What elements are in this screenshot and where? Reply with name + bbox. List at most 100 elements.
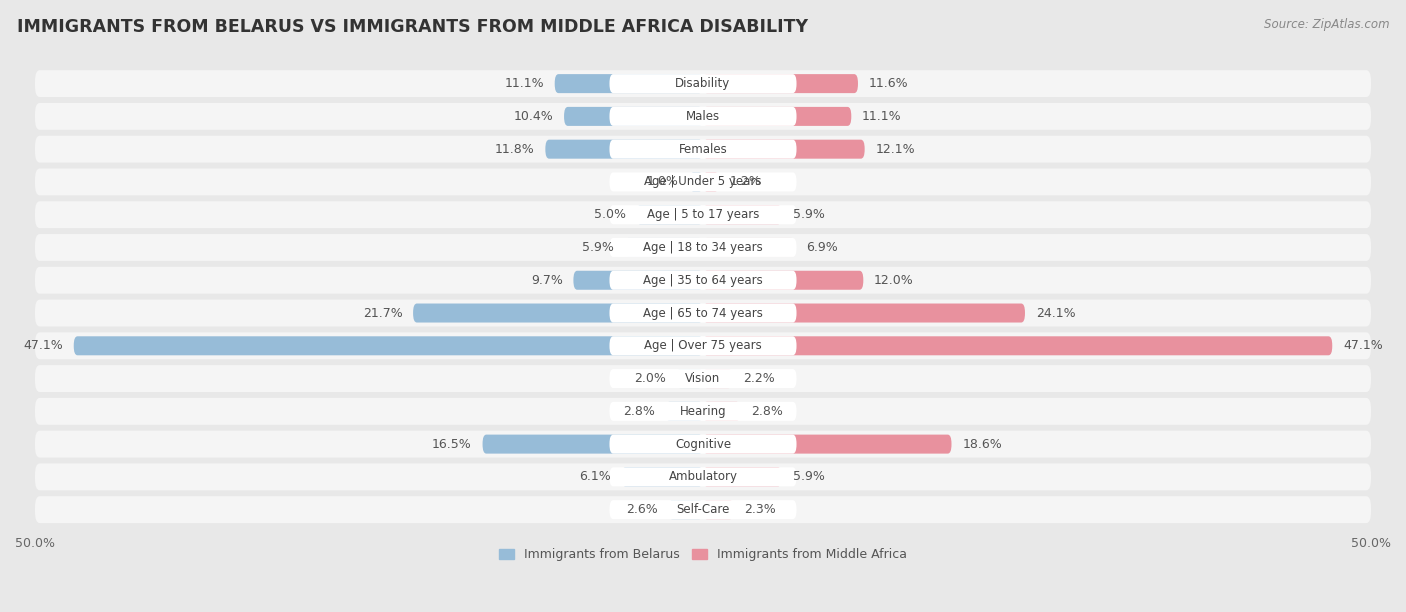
- FancyBboxPatch shape: [609, 435, 797, 453]
- FancyBboxPatch shape: [35, 398, 1371, 425]
- Text: 24.1%: 24.1%: [1036, 307, 1076, 319]
- Text: 11.6%: 11.6%: [869, 77, 908, 90]
- Text: 11.1%: 11.1%: [505, 77, 544, 90]
- Text: Vision: Vision: [685, 372, 721, 385]
- FancyBboxPatch shape: [73, 336, 703, 356]
- Text: 2.2%: 2.2%: [744, 372, 775, 385]
- Text: 11.8%: 11.8%: [495, 143, 534, 155]
- Text: 5.9%: 5.9%: [582, 241, 613, 254]
- FancyBboxPatch shape: [609, 402, 797, 421]
- Text: 6.9%: 6.9%: [806, 241, 838, 254]
- Text: 12.1%: 12.1%: [876, 143, 915, 155]
- FancyBboxPatch shape: [703, 304, 1025, 323]
- FancyBboxPatch shape: [35, 267, 1371, 294]
- FancyBboxPatch shape: [546, 140, 703, 159]
- Text: Age | 35 to 64 years: Age | 35 to 64 years: [643, 274, 763, 287]
- Text: 2.0%: 2.0%: [634, 372, 665, 385]
- FancyBboxPatch shape: [703, 500, 734, 519]
- Text: Age | Under 5 years: Age | Under 5 years: [644, 176, 762, 188]
- FancyBboxPatch shape: [676, 369, 703, 388]
- FancyBboxPatch shape: [609, 336, 797, 356]
- FancyBboxPatch shape: [609, 107, 797, 126]
- Text: 2.8%: 2.8%: [623, 405, 655, 418]
- FancyBboxPatch shape: [35, 70, 1371, 97]
- Text: 47.1%: 47.1%: [24, 339, 63, 353]
- FancyBboxPatch shape: [609, 140, 797, 159]
- Text: Females: Females: [679, 143, 727, 155]
- FancyBboxPatch shape: [609, 173, 797, 192]
- FancyBboxPatch shape: [35, 496, 1371, 523]
- Legend: Immigrants from Belarus, Immigrants from Middle Africa: Immigrants from Belarus, Immigrants from…: [494, 543, 912, 566]
- FancyBboxPatch shape: [35, 431, 1371, 458]
- FancyBboxPatch shape: [609, 304, 797, 323]
- FancyBboxPatch shape: [35, 332, 1371, 359]
- FancyBboxPatch shape: [609, 369, 797, 388]
- FancyBboxPatch shape: [703, 238, 796, 257]
- FancyBboxPatch shape: [482, 435, 703, 453]
- FancyBboxPatch shape: [555, 74, 703, 93]
- FancyBboxPatch shape: [703, 402, 741, 421]
- FancyBboxPatch shape: [35, 463, 1371, 490]
- FancyBboxPatch shape: [665, 402, 703, 421]
- FancyBboxPatch shape: [703, 173, 718, 192]
- Text: Self-Care: Self-Care: [676, 503, 730, 516]
- Text: Disability: Disability: [675, 77, 731, 90]
- Text: 16.5%: 16.5%: [432, 438, 472, 450]
- FancyBboxPatch shape: [703, 107, 851, 126]
- Text: Hearing: Hearing: [679, 405, 727, 418]
- FancyBboxPatch shape: [703, 435, 952, 453]
- FancyBboxPatch shape: [668, 500, 703, 519]
- FancyBboxPatch shape: [703, 140, 865, 159]
- Text: 11.1%: 11.1%: [862, 110, 901, 123]
- FancyBboxPatch shape: [703, 468, 782, 487]
- Text: 2.6%: 2.6%: [626, 503, 658, 516]
- FancyBboxPatch shape: [609, 468, 797, 487]
- Text: 5.9%: 5.9%: [793, 208, 824, 221]
- Text: 5.0%: 5.0%: [593, 208, 626, 221]
- FancyBboxPatch shape: [35, 103, 1371, 130]
- Text: Males: Males: [686, 110, 720, 123]
- Text: 9.7%: 9.7%: [531, 274, 562, 287]
- Text: Ambulatory: Ambulatory: [668, 471, 738, 483]
- Text: 5.9%: 5.9%: [793, 471, 824, 483]
- Text: 1.2%: 1.2%: [730, 176, 762, 188]
- Text: 47.1%: 47.1%: [1343, 339, 1382, 353]
- FancyBboxPatch shape: [621, 468, 703, 487]
- Text: 2.3%: 2.3%: [744, 503, 776, 516]
- Text: Cognitive: Cognitive: [675, 438, 731, 450]
- Text: IMMIGRANTS FROM BELARUS VS IMMIGRANTS FROM MIDDLE AFRICA DISABILITY: IMMIGRANTS FROM BELARUS VS IMMIGRANTS FR…: [17, 18, 808, 36]
- FancyBboxPatch shape: [609, 238, 797, 257]
- FancyBboxPatch shape: [35, 365, 1371, 392]
- FancyBboxPatch shape: [413, 304, 703, 323]
- Text: Age | 18 to 34 years: Age | 18 to 34 years: [643, 241, 763, 254]
- FancyBboxPatch shape: [703, 205, 782, 224]
- Text: Source: ZipAtlas.com: Source: ZipAtlas.com: [1264, 18, 1389, 31]
- FancyBboxPatch shape: [609, 205, 797, 224]
- FancyBboxPatch shape: [35, 234, 1371, 261]
- Text: 6.1%: 6.1%: [579, 471, 610, 483]
- FancyBboxPatch shape: [703, 74, 858, 93]
- Text: 21.7%: 21.7%: [363, 307, 402, 319]
- FancyBboxPatch shape: [35, 201, 1371, 228]
- Text: 1.0%: 1.0%: [647, 176, 679, 188]
- FancyBboxPatch shape: [609, 500, 797, 519]
- Text: 12.0%: 12.0%: [875, 274, 914, 287]
- FancyBboxPatch shape: [609, 271, 797, 289]
- Text: Age | 65 to 74 years: Age | 65 to 74 years: [643, 307, 763, 319]
- FancyBboxPatch shape: [636, 205, 703, 224]
- Text: 18.6%: 18.6%: [962, 438, 1002, 450]
- FancyBboxPatch shape: [35, 300, 1371, 326]
- FancyBboxPatch shape: [624, 238, 703, 257]
- FancyBboxPatch shape: [564, 107, 703, 126]
- FancyBboxPatch shape: [609, 74, 797, 93]
- FancyBboxPatch shape: [689, 173, 703, 192]
- Text: Age | Over 75 years: Age | Over 75 years: [644, 339, 762, 353]
- FancyBboxPatch shape: [35, 168, 1371, 195]
- Text: 10.4%: 10.4%: [513, 110, 554, 123]
- FancyBboxPatch shape: [703, 271, 863, 289]
- Text: 2.8%: 2.8%: [751, 405, 783, 418]
- Text: Age | 5 to 17 years: Age | 5 to 17 years: [647, 208, 759, 221]
- FancyBboxPatch shape: [703, 369, 733, 388]
- FancyBboxPatch shape: [35, 136, 1371, 163]
- FancyBboxPatch shape: [703, 336, 1333, 356]
